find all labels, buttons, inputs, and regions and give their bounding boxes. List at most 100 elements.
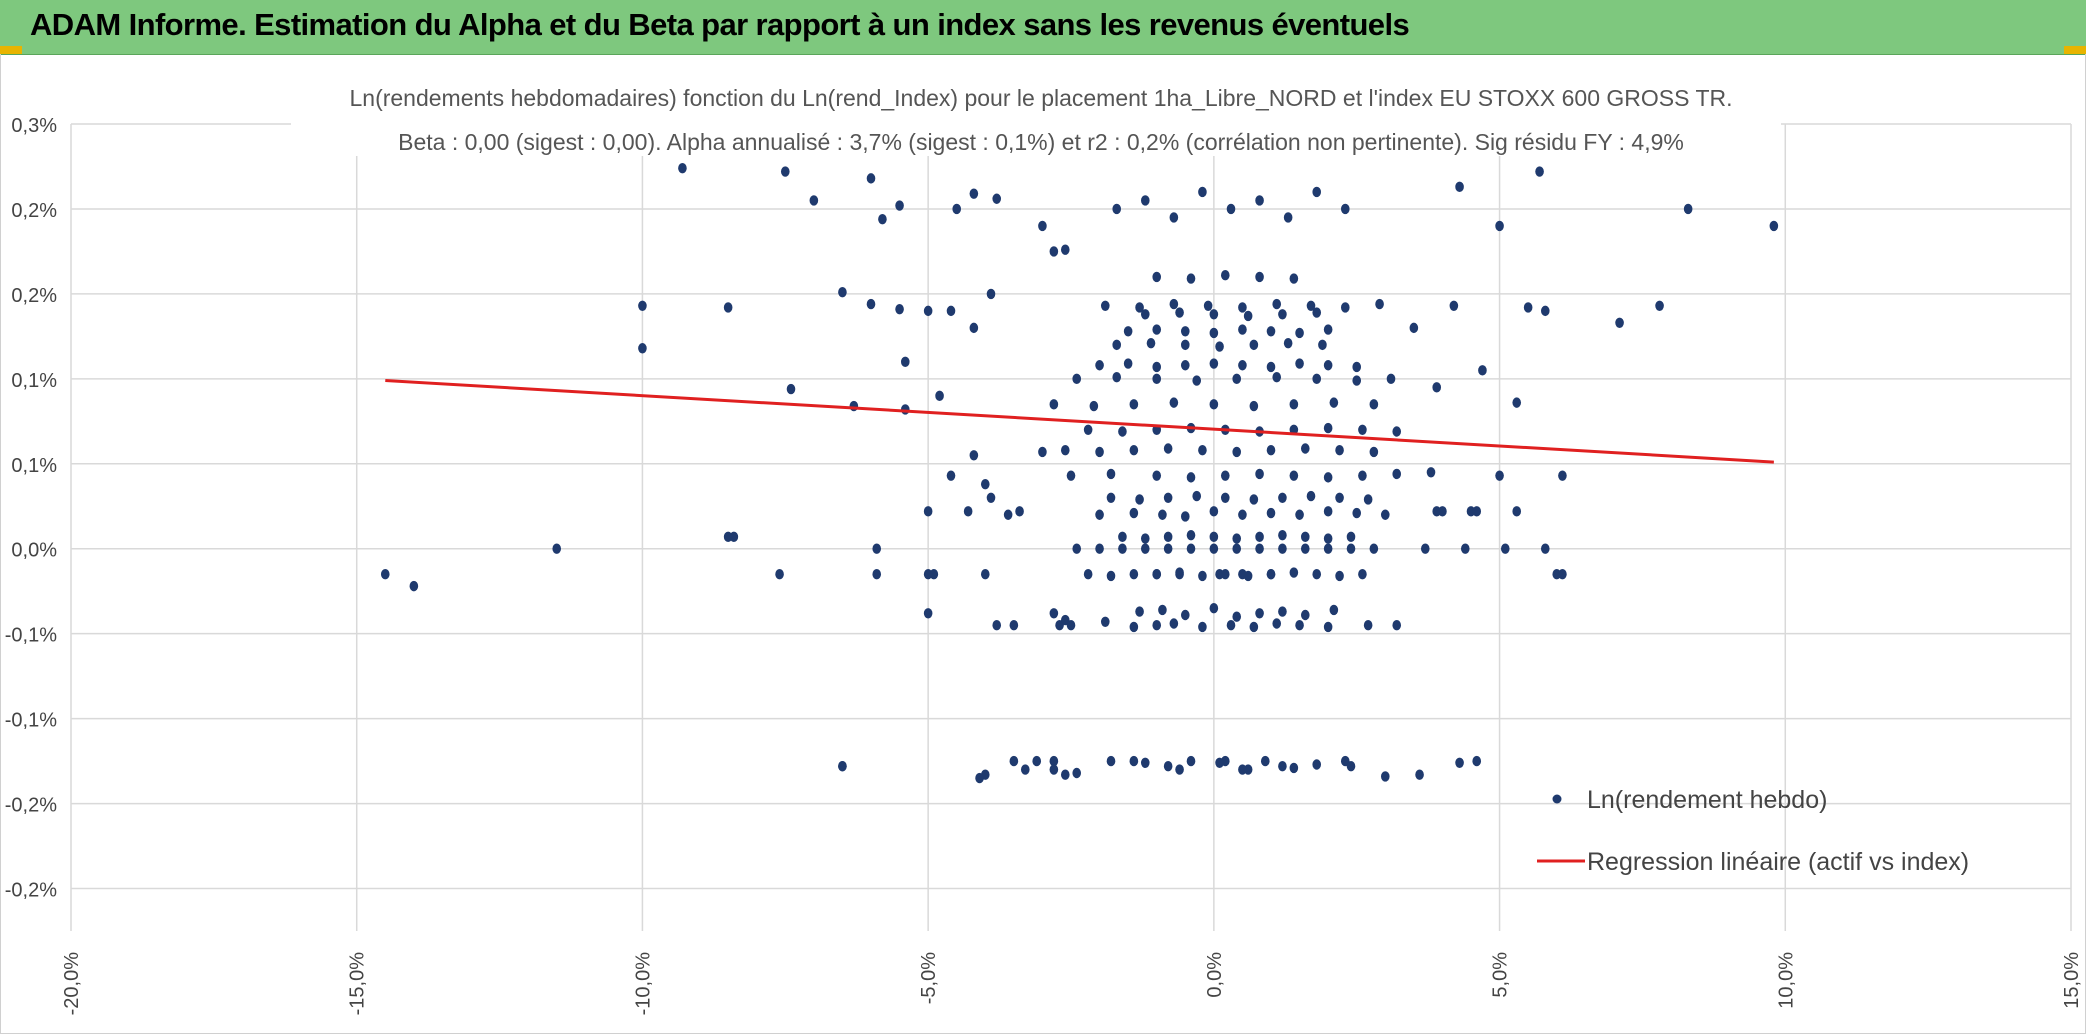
- scatter-point: [1072, 543, 1082, 554]
- scatter-point: [1095, 446, 1104, 458]
- scatter-point: [1175, 307, 1184, 318]
- scatter-point: [1003, 509, 1013, 520]
- scatter-point: [1083, 424, 1093, 436]
- scatter-point: [1169, 397, 1179, 408]
- scatter-point: [1278, 543, 1287, 554]
- scatter-point: [1100, 616, 1110, 627]
- scatter-point: [980, 569, 990, 580]
- scatter-point: [552, 543, 562, 554]
- scatter-point: [1375, 298, 1384, 310]
- scatter-point: [1129, 399, 1139, 410]
- legend-label-regression: Regression linéaire (actif vs index): [1587, 848, 1969, 876]
- y-tick-label: -0,1%: [5, 710, 57, 732]
- scatter-point: [838, 761, 847, 772]
- scatter-point: [1238, 764, 1247, 775]
- y-tick-label: 0,1%: [11, 370, 57, 392]
- scatter-point: [786, 383, 796, 395]
- x-tick-label: -10,0%: [632, 952, 654, 1016]
- scatter-point: [1266, 326, 1276, 337]
- scatter-point: [1209, 399, 1219, 410]
- scatter-point: [1255, 608, 1264, 619]
- scatter-point: [1278, 606, 1287, 617]
- scatter-point: [1369, 446, 1379, 458]
- scatter-point: [923, 569, 933, 580]
- scatter-point: [1140, 757, 1150, 769]
- scatter-point: [1323, 422, 1333, 434]
- scatter-point: [1295, 619, 1304, 631]
- scatter-point: [1255, 195, 1264, 206]
- scatter-point: [1329, 604, 1339, 616]
- scatter-point: [1312, 307, 1322, 318]
- scatter-point: [1449, 300, 1459, 311]
- scatter-point: [1769, 220, 1779, 232]
- scatter-point: [1358, 424, 1367, 436]
- scatter-point: [1495, 220, 1504, 232]
- scatter-point: [923, 608, 933, 619]
- x-tick-label: -20,0%: [61, 952, 83, 1016]
- scatter-point: [1318, 339, 1327, 351]
- scatter-point: [975, 772, 984, 784]
- scatter-point: [1289, 762, 1299, 774]
- scatter-point: [1335, 444, 1344, 456]
- report-title: ADAM Informe. Estimation du Alpha et du …: [30, 7, 1410, 42]
- scatter-point: [1186, 755, 1196, 767]
- scatter-point: [1283, 337, 1293, 349]
- scatter-point: [1180, 339, 1190, 351]
- scatter-point: [1272, 371, 1282, 383]
- scatter-point: [1335, 492, 1344, 503]
- scatter-point: [1140, 195, 1150, 206]
- resize-handle-top-right[interactable]: [2064, 46, 2086, 54]
- scatter-point: [1089, 400, 1099, 412]
- scatter-point: [1346, 761, 1356, 772]
- scatter-point: [1060, 244, 1070, 255]
- scatter-point: [1238, 509, 1247, 520]
- scatter-point: [1226, 619, 1236, 631]
- scatter-point: [1163, 492, 1173, 503]
- resize-handle-top-left[interactable]: [0, 46, 22, 54]
- scatter-point: [986, 288, 996, 300]
- scatter-point: [1369, 399, 1379, 410]
- scatter-point: [1198, 621, 1207, 633]
- y-tick-label: 0,0%: [11, 540, 57, 562]
- scatter-point: [895, 303, 904, 315]
- scatter-point: [723, 302, 733, 313]
- chart-subtitle: Beta : 0,00 (sigest : 0,00). Alpha annua…: [398, 129, 1684, 155]
- scatter-point: [1106, 755, 1116, 767]
- scatter-point: [1198, 186, 1207, 198]
- scatter-point: [1432, 382, 1442, 393]
- scatter-point: [1095, 360, 1104, 371]
- x-tick-label: 5,0%: [1490, 952, 1512, 998]
- scatter-point: [866, 173, 876, 184]
- scatter-point: [1049, 399, 1059, 410]
- scatter-point: [1323, 506, 1333, 517]
- scatter-point: [1232, 446, 1242, 458]
- scatter-point: [1540, 543, 1550, 554]
- scatter-point: [1323, 621, 1333, 633]
- scatter-point: [1392, 426, 1402, 437]
- scatter-point: [1060, 769, 1070, 780]
- scatter-point: [1392, 619, 1402, 631]
- scatter-point: [1129, 444, 1139, 456]
- scatter-point: [1380, 509, 1390, 520]
- scatter-points: [380, 162, 1779, 784]
- scatter-point: [1426, 467, 1436, 478]
- regression-line: [385, 379, 1774, 464]
- legend-marker-scatter: [1552, 794, 1562, 804]
- scatter-point: [1352, 375, 1362, 386]
- scatter-point: [1512, 506, 1522, 517]
- scatter-point: [1049, 246, 1059, 257]
- scatter-point: [1272, 618, 1282, 629]
- scatter-point: [1118, 543, 1127, 554]
- scatter-point: [1289, 273, 1299, 284]
- scatter-point: [1249, 494, 1259, 505]
- scatter-point: [1558, 470, 1567, 481]
- scatter-point: [1106, 570, 1116, 582]
- scatter-point: [1015, 506, 1024, 517]
- scatter-point: [1163, 443, 1173, 454]
- scatter-point: [1249, 400, 1259, 412]
- scatter-point: [775, 569, 784, 580]
- scatter-point: [1323, 360, 1333, 371]
- scatter-point: [1060, 444, 1070, 456]
- scatter-point: [1209, 327, 1219, 339]
- x-axis-ticks: -20,0% -15,0% -10,0% -5,0% 0,0% 5,0% 10,0% 15,0…: [61, 952, 2083, 1016]
